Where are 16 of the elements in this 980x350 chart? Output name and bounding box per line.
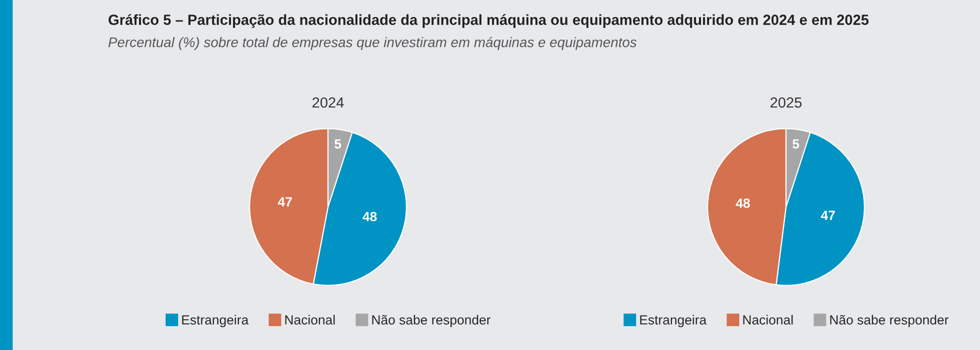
legend-label: Não sabe responder [372,314,491,328]
legend-label: Nacional [285,314,335,325]
data-label: 5 [792,139,800,149]
legend-label: Nacional [743,314,793,325]
data-label: 47 [820,210,835,220]
data-label: 5 [334,139,342,149]
legend-label: Estrangeira [182,314,249,328]
legend-label: Estrangeira [640,314,707,328]
data-label: 47 [278,197,292,206]
chart-title: 2025 [770,97,802,108]
legend-label: Não sabe responder [830,314,949,328]
text: Percentual (%) sobre total de empresas que investiram em máquinas e equipamentos [108,36,637,50]
data-label: 48 [362,212,377,222]
text: Gráfico 5 – Participação da nacionalidade da principal máquina ou equipamento adquirido em 2024 e em 2025 [108,14,869,28]
data-label: 48 [736,198,750,208]
chart-title: 2024 [312,97,344,108]
